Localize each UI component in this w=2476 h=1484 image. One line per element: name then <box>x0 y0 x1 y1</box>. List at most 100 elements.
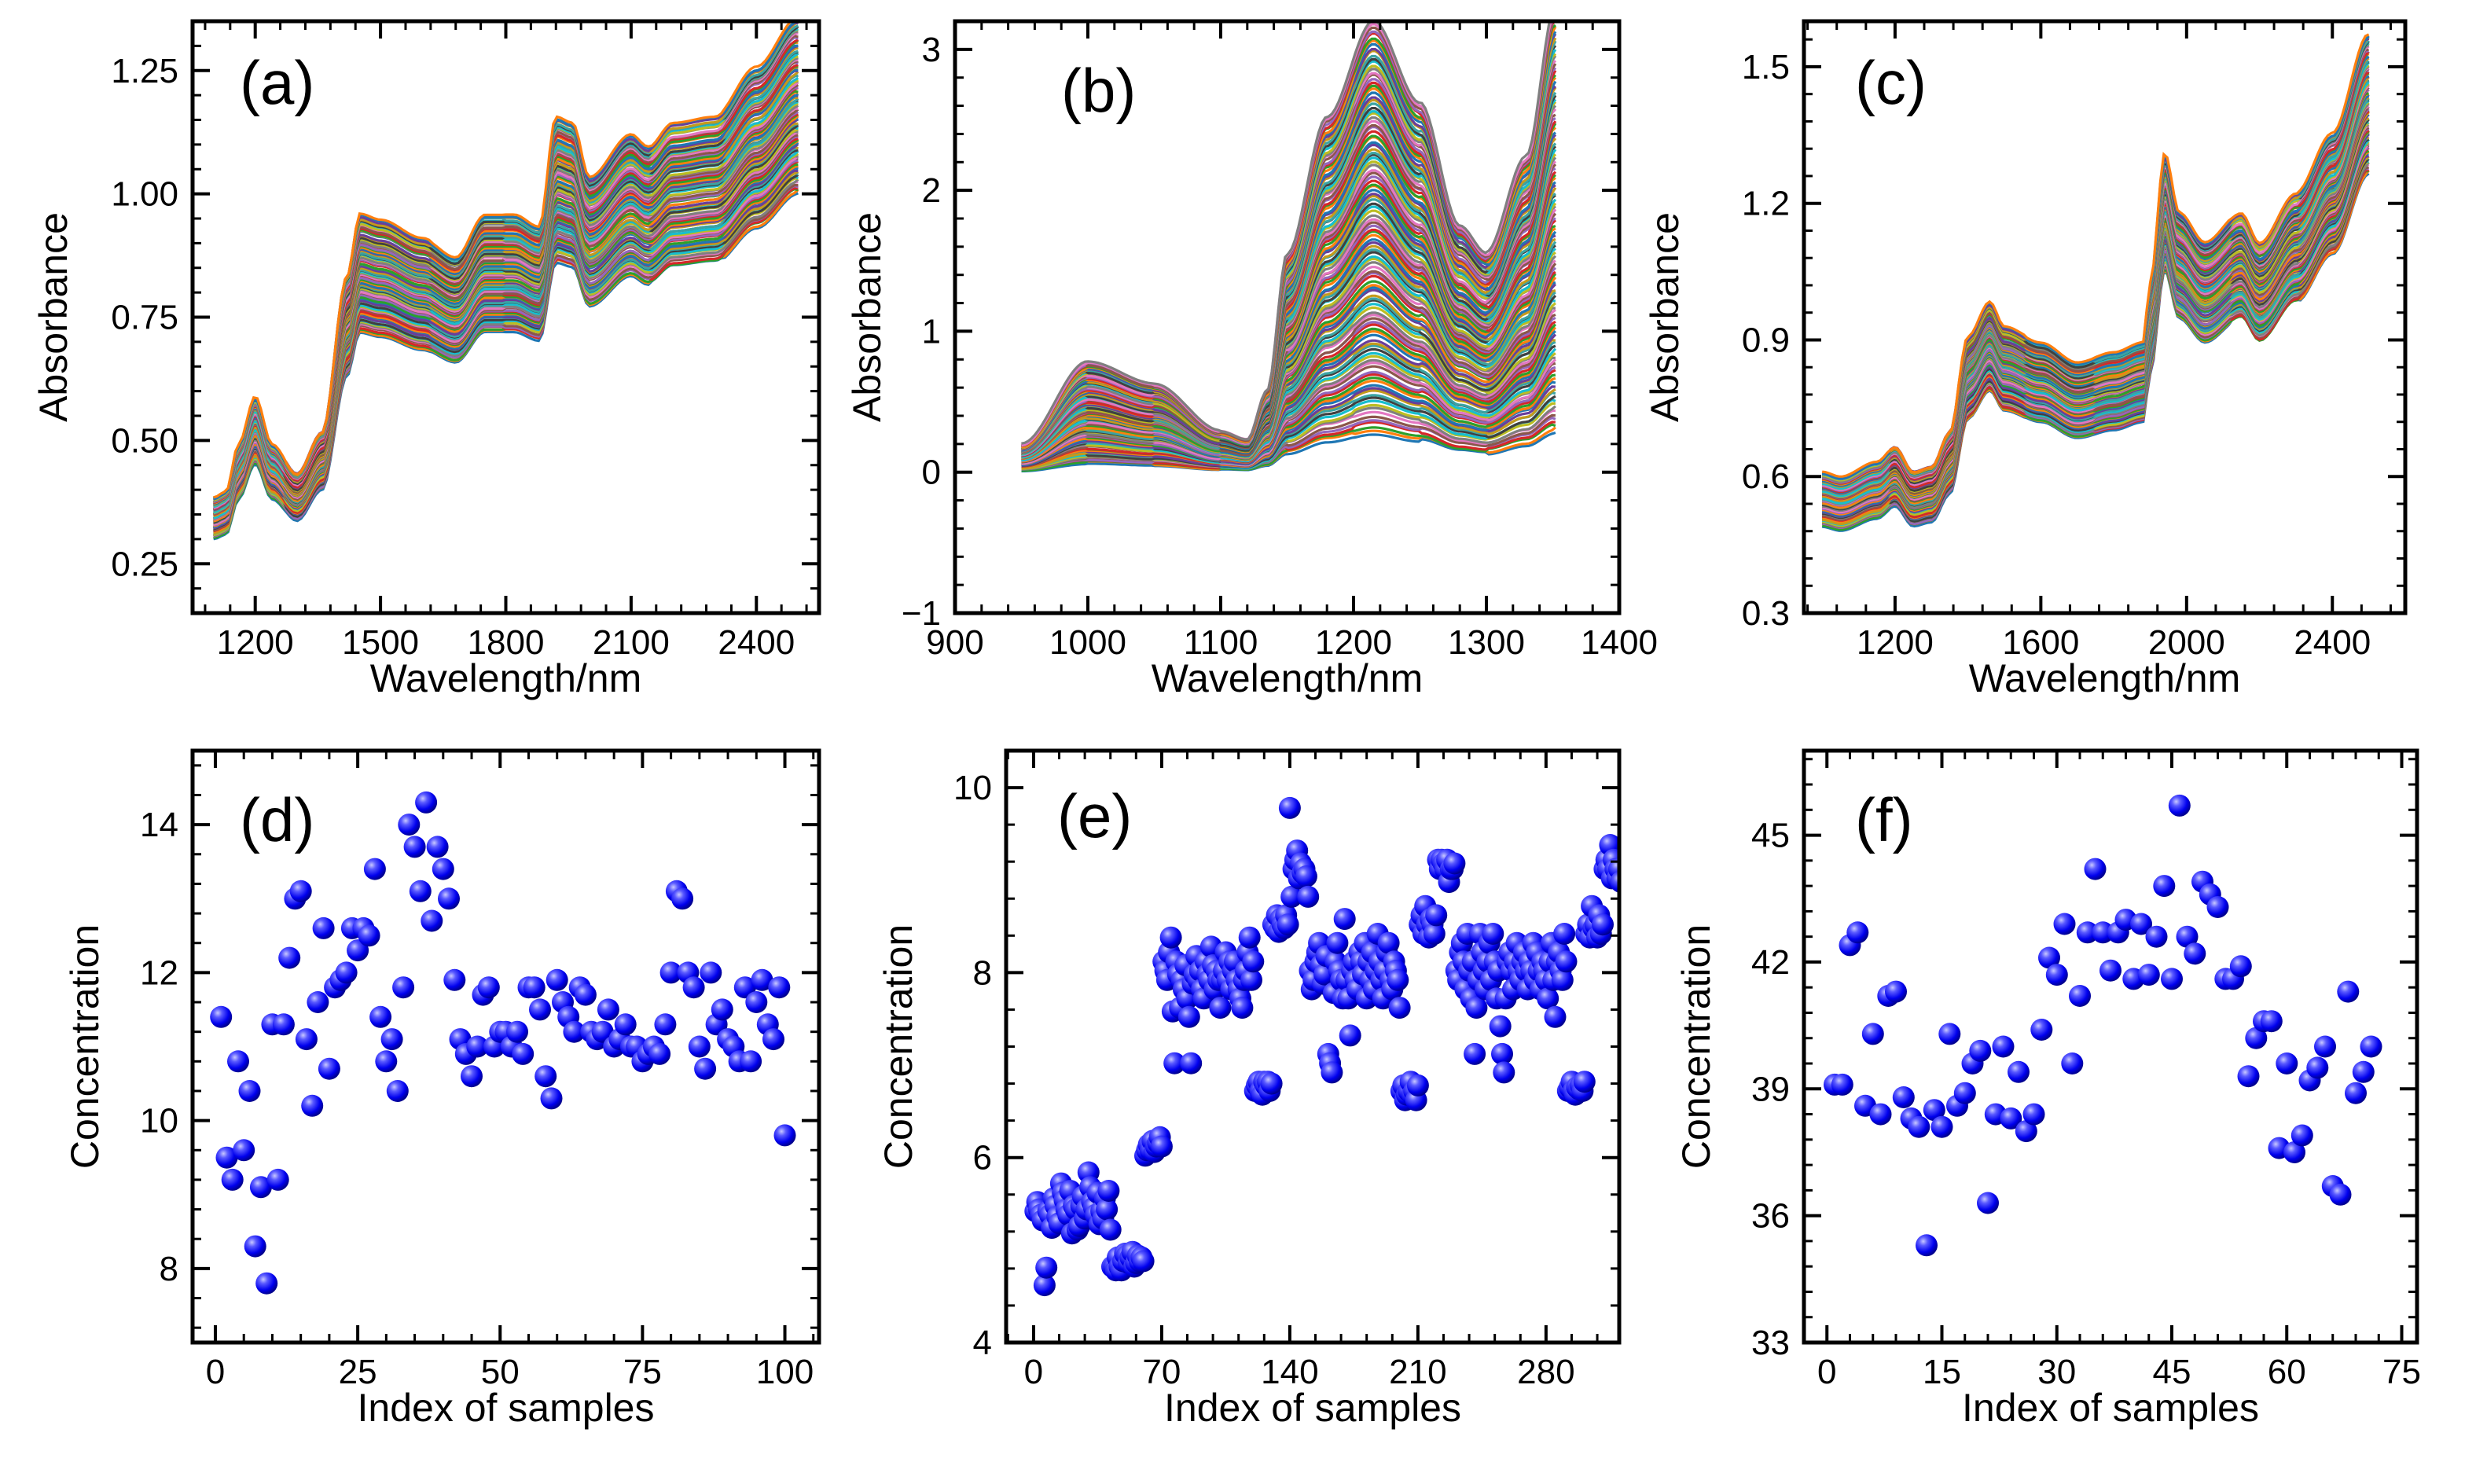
data-point-95 <box>745 991 768 1013</box>
data-point-39 <box>426 836 449 858</box>
x-tick-label-a-2100: 2100 <box>593 623 670 662</box>
data-point-285 <box>1544 1005 1567 1028</box>
data-point-42 <box>443 968 466 991</box>
spectrum-line-36 <box>1822 123 2369 512</box>
data-point-3 <box>221 1168 244 1191</box>
data-point-9 <box>1885 980 1907 1003</box>
data-point-4 <box>1846 921 1869 944</box>
x-tick-label-f-45: 45 <box>2153 1353 2191 1391</box>
data-point-163 <box>1321 1061 1343 1084</box>
data-point-58 <box>535 1065 557 1088</box>
y-tick-label-e-2: 8 <box>973 953 992 992</box>
data-point-10 <box>1892 1086 1915 1108</box>
data-point-19 <box>312 916 335 939</box>
data-point-140 <box>1278 796 1301 819</box>
data-point-64 <box>2306 1056 2329 1079</box>
spectrum-line-32 <box>1822 129 2370 514</box>
data-point-24 <box>2000 1107 2022 1130</box>
data-point-41 <box>2130 913 2152 935</box>
y-tick-label-b-3: 2 <box>922 171 941 210</box>
data-point-230 <box>1443 852 1466 875</box>
panel-letter-c: (c) <box>1855 48 1927 117</box>
data-point-34 <box>2076 921 2099 944</box>
data-point-96 <box>751 968 773 991</box>
y-tick-label-c-3: 1.2 <box>1742 185 1790 223</box>
data-point-35 <box>403 836 426 858</box>
data-point-291 <box>1555 950 1578 973</box>
x-tick-label-c-2000: 2000 <box>2148 623 2225 662</box>
data-point-281 <box>1537 987 1559 1010</box>
data-point-289 <box>1551 968 1574 991</box>
data-point-18 <box>307 991 329 1013</box>
data-point-85 <box>688 1035 711 1058</box>
x-tick-label-b-1000: 1000 <box>1049 623 1126 662</box>
data-point-31 <box>380 1028 403 1051</box>
data-point-70 <box>1150 1135 1173 1158</box>
data-point-150 <box>1297 885 1320 908</box>
data-point-33 <box>2069 985 2091 1007</box>
y-axis-label-f: Concentration <box>1674 924 1718 1169</box>
data-point-55 <box>2237 1065 2260 1088</box>
data-point-256 <box>1491 1042 1513 1065</box>
x-tick-label-e-210: 210 <box>1389 1353 1446 1391</box>
y-axis-label-b: Absorbance <box>845 212 889 422</box>
x-tick-label-a-2400: 2400 <box>718 623 795 662</box>
data-point-251 <box>1482 923 1504 945</box>
x-axis-label-f: Index of samples <box>1962 1386 2259 1430</box>
data-point-60 <box>1132 1250 1155 1273</box>
y-tick-label-a-4: 1.25 <box>111 52 178 90</box>
data-point-118 <box>1238 926 1261 949</box>
panel-c: 1200 1600 2000 2400 0.3 0.6 0.9 1.2 1.5 Wavelengt… <box>1643 19 2408 700</box>
data-point-170 <box>1333 908 1356 931</box>
data-point-149 <box>1295 865 1317 887</box>
data-point-80 <box>659 961 682 984</box>
data-point-257 <box>1493 1061 1515 1084</box>
x-tick-label-d-100: 100 <box>756 1353 814 1391</box>
data-point-28 <box>2030 1019 2053 1041</box>
spectrum-line-33 <box>1822 127 2370 515</box>
data-point-94 <box>740 1050 762 1073</box>
data-point-48 <box>2184 942 2206 965</box>
data-point-61 <box>2283 1141 2305 1163</box>
data-point-63 <box>563 1020 586 1043</box>
x-tick-label-f-0: 0 <box>1817 1353 1836 1391</box>
spectrum-line-26 <box>1021 340 1556 467</box>
data-point-78 <box>648 1042 671 1065</box>
panel-letter-f: (f) <box>1855 785 1913 854</box>
plot-frame-f <box>1802 748 2419 1345</box>
y-tick-label-d-3: 14 <box>140 806 178 844</box>
x-tick-label-e-280: 280 <box>1517 1353 1574 1391</box>
data-point-12 <box>1908 1115 1930 1138</box>
x-tick-label-b-1300: 1300 <box>1448 623 1525 662</box>
data-point-36 <box>409 880 432 902</box>
data-point-29 <box>2038 946 2060 969</box>
spectrum-line-44 <box>1821 111 2370 509</box>
data-point-27 <box>2022 1103 2045 1126</box>
data-point-8 <box>249 1176 272 1199</box>
data-point-13 <box>278 946 301 969</box>
data-point-60 <box>2276 1052 2298 1074</box>
data-point-242 <box>1465 997 1488 1019</box>
spectrum-line-120 <box>1021 21 1552 445</box>
data-point-85 <box>1177 1005 1200 1028</box>
spectrum-line-28 <box>1021 333 1557 467</box>
y-tick-label-d-0: 8 <box>160 1250 178 1288</box>
data-point-41 <box>438 887 460 910</box>
plot-area-a <box>213 21 799 541</box>
x-tick-label-f-75: 75 <box>2382 1353 2421 1391</box>
data-point-102 <box>1209 997 1232 1019</box>
y-axis-label-c: Absorbance <box>1643 212 1687 422</box>
panel-letter-a: (a) <box>240 48 314 117</box>
data-point-30 <box>2045 964 2068 986</box>
spectrum-line-34 <box>1822 126 2370 514</box>
spectrum-line-38 <box>1822 121 2369 510</box>
data-point-30 <box>375 1050 398 1073</box>
x-axis-label-a: Wavelength/nm <box>370 656 642 700</box>
data-point-56 <box>523 976 546 999</box>
data-point-119 <box>1240 968 1262 991</box>
x-axis-label-e: Index of samples <box>1164 1386 1461 1430</box>
y-tick-label-e-1: 6 <box>973 1139 992 1177</box>
data-point-29 <box>369 1005 392 1028</box>
y-axis-label-a: Absorbance <box>31 212 75 422</box>
